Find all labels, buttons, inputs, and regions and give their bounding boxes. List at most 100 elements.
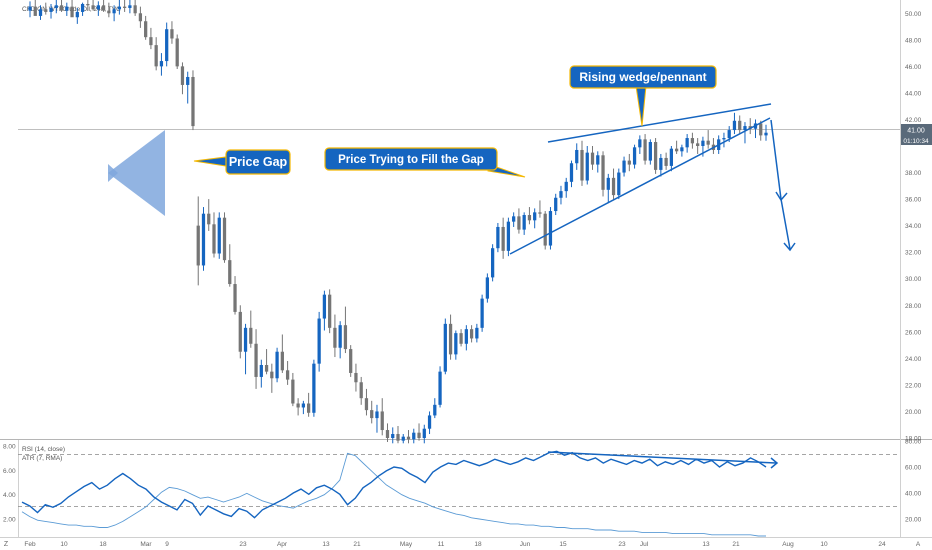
callout-box [324, 147, 498, 171]
candle-body [743, 126, 747, 131]
candle-body [201, 213, 206, 266]
candle-body [112, 9, 116, 14]
rsi-tick-label: 60.00 [905, 465, 922, 472]
candle-body [285, 370, 290, 380]
candle-body [454, 333, 458, 355]
price-gap-triangle [108, 130, 165, 216]
indicator-legend-atr: ATR (7, RMA) [22, 455, 62, 462]
price-tick-label: 20.00 [905, 409, 922, 416]
callout-fill-the-gap: Price Trying to Fill the Gap [324, 147, 526, 178]
candle-body [91, 5, 95, 10]
candle-body [501, 226, 505, 251]
callout-pointer [193, 156, 227, 167]
callout-price-gap: Price Gap [193, 149, 291, 175]
candle-body [80, 3, 85, 12]
time-tick-label: 21 [732, 541, 740, 548]
candle-body [349, 349, 353, 373]
candle-body [233, 284, 237, 312]
candle-body [291, 379, 295, 404]
candle-body [370, 410, 374, 419]
candle-body [243, 327, 248, 352]
time-tick-label: Aug [782, 541, 794, 548]
wedge-lower-line [509, 117, 771, 255]
candle-body [764, 132, 768, 136]
candle-body [543, 213, 547, 246]
candle-body [317, 318, 321, 364]
candle-body [722, 138, 726, 140]
candles-layer [28, 0, 768, 444]
candle-body [228, 260, 232, 285]
time-axis: Feb 10 18 Mar 9 23 Apr 13 21 May 11 18 Jun 15 23 Jul 13 2… [24, 541, 920, 548]
atr-tick-label: 8.00 [3, 444, 16, 451]
candle-body [554, 197, 558, 212]
candle-body [301, 403, 306, 408]
candle-body [391, 434, 395, 438]
candle-body [275, 351, 279, 379]
candle-body [727, 130, 731, 139]
candle-body [485, 277, 490, 299]
atr-line [21, 452, 766, 537]
candle-body [496, 226, 500, 249]
candle-body [522, 215, 526, 230]
price-tick-label: 22.00 [905, 382, 922, 389]
price-tick-label: 30.00 [905, 276, 922, 283]
rsi-tick-label: 40.00 [905, 491, 922, 498]
candle-body [101, 5, 106, 11]
price-tick-label: 32.00 [905, 250, 922, 257]
candle-body [364, 398, 369, 411]
candle-body [338, 325, 342, 348]
candle-body [322, 294, 327, 319]
scale-z-button[interactable]: Z [4, 541, 9, 548]
candle-body [643, 139, 647, 161]
candle-body [659, 157, 663, 170]
candle-body [548, 211, 553, 246]
candle-body [96, 5, 100, 10]
time-tick-label: Feb [24, 541, 36, 548]
callout-text: Rising wedge/pennant [579, 70, 706, 84]
candle-body [443, 323, 447, 372]
candle-body [149, 37, 153, 46]
time-tick-label: Apr [277, 541, 288, 548]
candle-body [469, 329, 474, 339]
last-price-value: 41.00 [907, 128, 925, 135]
candle-body [480, 298, 484, 328]
atr-tick-label: 4.00 [3, 492, 16, 499]
candle-body [165, 29, 169, 62]
candle-body [590, 152, 595, 165]
rsi-line [21, 450, 767, 519]
candle-body [196, 225, 200, 266]
candle-body [38, 9, 43, 16]
candle-body [312, 363, 316, 413]
price-axis: 50.00 48.00 46.00 44.00 42.00 38.00 36.00 34.00… [905, 11, 922, 443]
candle-body [186, 76, 190, 85]
candle-body [696, 143, 700, 146]
candle-body [596, 155, 600, 165]
time-tick-label: A [916, 541, 921, 548]
price-tick-label: 42.00 [905, 117, 922, 124]
wedge-upper-line [547, 103, 772, 143]
candle-body [217, 217, 221, 254]
price-tick-label: 18.00 [905, 436, 922, 443]
time-tick-label: 10 [60, 541, 68, 548]
time-tick-label: 9 [165, 541, 169, 548]
candle-body [107, 10, 111, 14]
candle-body [517, 216, 521, 230]
candle-body [28, 6, 32, 11]
candle-body [264, 365, 269, 372]
time-tick-label: 24 [878, 541, 886, 548]
candle-body [70, 6, 74, 18]
countdown-tag [901, 135, 932, 145]
candle-body [632, 147, 637, 165]
callout-box [569, 65, 717, 89]
candle-body [170, 29, 174, 39]
candle-body [159, 61, 164, 67]
price-tick-label: 26.00 [905, 329, 922, 336]
candle-body [685, 138, 689, 148]
time-tick-label: May [400, 541, 413, 548]
price-gap-notch [108, 164, 118, 182]
candle-body [75, 11, 79, 18]
candle-body [622, 160, 626, 173]
candle-body [490, 248, 495, 278]
candle-body [354, 372, 358, 383]
candle-body [427, 415, 432, 429]
